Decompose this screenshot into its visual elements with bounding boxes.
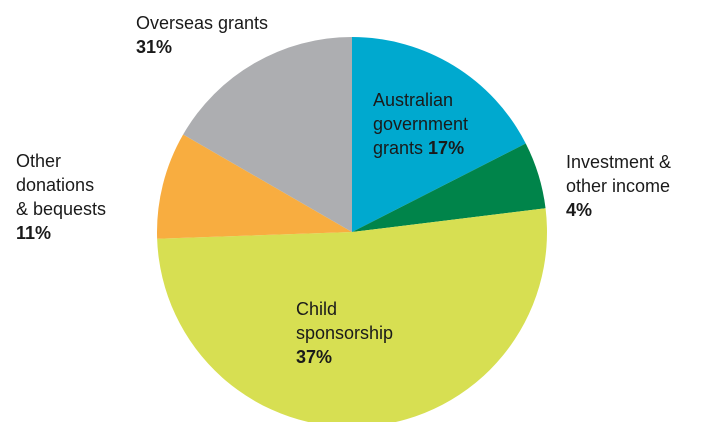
- slice-label-line: Australian: [373, 90, 453, 110]
- pie-slice-other: [157, 134, 352, 239]
- slice-label-child: Child sponsorship 37%: [296, 299, 393, 367]
- slice-label-line: Overseas grants: [136, 13, 268, 33]
- slice-percent: 11%: [16, 223, 51, 243]
- slice-label-invest: Investment & other income 4%: [566, 152, 671, 220]
- pie-slice-invest: [352, 143, 546, 232]
- slice-label-line: Child: [296, 299, 337, 319]
- pie-slice-overseas: [183, 37, 352, 232]
- slice-percent: 37%: [296, 347, 332, 367]
- pie-slice-child: [157, 208, 547, 422]
- slice-label-other: Other donations & bequests 11%: [16, 151, 106, 243]
- slice-label-line: Investment &: [566, 152, 671, 172]
- slice-percent: 4%: [566, 200, 592, 220]
- slice-label-line: Other: [16, 151, 61, 171]
- slice-label-line: donations: [16, 175, 94, 195]
- pie-slices: [157, 37, 547, 422]
- slice-label-line: other income: [566, 176, 670, 196]
- slice-percent: 31%: [136, 37, 172, 57]
- slice-label-line: & bequests: [16, 199, 106, 219]
- slice-label-line: government: [373, 114, 468, 134]
- slice-label-line: grants: [373, 138, 423, 158]
- pie-labels: Australian government grants 17% Investment…: [16, 13, 671, 367]
- pie-slice-aus_gov: [352, 37, 526, 232]
- slice-label-line: sponsorship: [296, 323, 393, 343]
- slice-percent: 17%: [428, 138, 464, 158]
- slice-label-overseas: Overseas grants 31%: [136, 13, 268, 57]
- slice-label-aus_gov: Australian government grants 17%: [373, 90, 468, 158]
